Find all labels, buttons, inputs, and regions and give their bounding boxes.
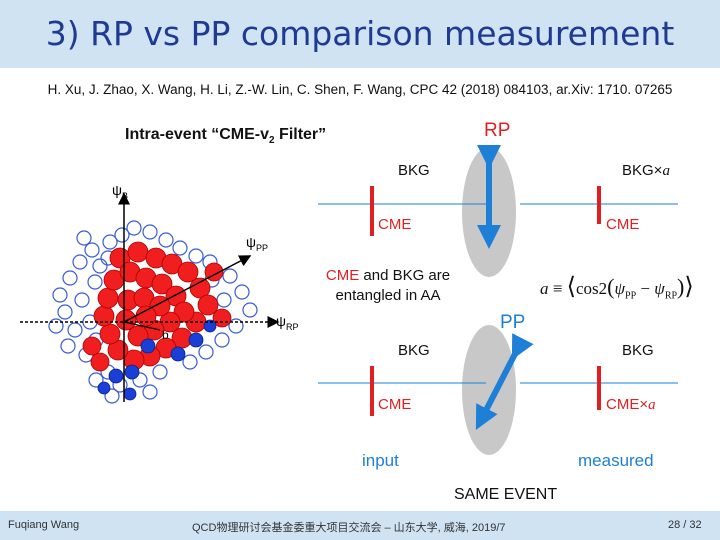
pp-arrow bbox=[475, 333, 534, 431]
cme-measured-top: CME bbox=[606, 216, 640, 233]
cme-input-bottom: CME bbox=[378, 396, 412, 413]
entangled-note: CME and BKG are entangled in AA bbox=[325, 267, 451, 304]
filter-label: Intra-event “CME-v2 Filter” bbox=[125, 126, 327, 147]
rp-label: RP bbox=[484, 120, 511, 141]
input-label: input bbox=[362, 451, 399, 470]
footer-meeting: QCD物理研讨会基金委重大项目交流会 – 山东大学, 威海, 2019/7 bbox=[192, 522, 506, 534]
cme-measured-bottom: CME×a bbox=[606, 396, 656, 413]
axis-label-b: b bbox=[162, 328, 169, 342]
axis-label-psi-b: ψB bbox=[112, 182, 128, 201]
participant-scatter-blue bbox=[48, 220, 258, 404]
psi-pp-axis bbox=[123, 255, 252, 323]
bkg-measured-bottom: BKG bbox=[622, 342, 654, 359]
formula-a: a ≡ ⟨cos2(ψPP − ψRP)⟩ bbox=[540, 274, 694, 302]
measured-label: measured bbox=[578, 451, 654, 470]
impact-parameter-b bbox=[123, 321, 161, 331]
pp-label: PP bbox=[500, 312, 526, 333]
slide-title: 3) RP vs PP comparison measurement bbox=[45, 14, 675, 53]
participant-scatter-red bbox=[82, 241, 232, 372]
axis-label-psi-pp: ψPP bbox=[246, 234, 268, 253]
footer-bar bbox=[0, 511, 720, 540]
axis-label-psi-rp: ψRP bbox=[276, 313, 299, 332]
pp-ellipse bbox=[462, 325, 516, 455]
footer-author: Fuqiang Wang bbox=[8, 519, 80, 531]
same-event-label: SAME EVENT bbox=[454, 486, 558, 503]
bkg-measured-top: BKG×a bbox=[622, 162, 670, 179]
footer-page-number: 28 / 32 bbox=[668, 519, 702, 531]
bkg-input-top: BKG bbox=[398, 162, 430, 179]
title-bar bbox=[0, 0, 720, 68]
bkg-input-bottom: BKG bbox=[398, 342, 430, 359]
participant-scatter-blue-filled bbox=[97, 319, 217, 401]
reference-citation: H. Xu, J. Zhao, X. Wang, H. Li, Z.-W. Li… bbox=[47, 82, 673, 97]
cme-input-top: CME bbox=[378, 216, 412, 233]
